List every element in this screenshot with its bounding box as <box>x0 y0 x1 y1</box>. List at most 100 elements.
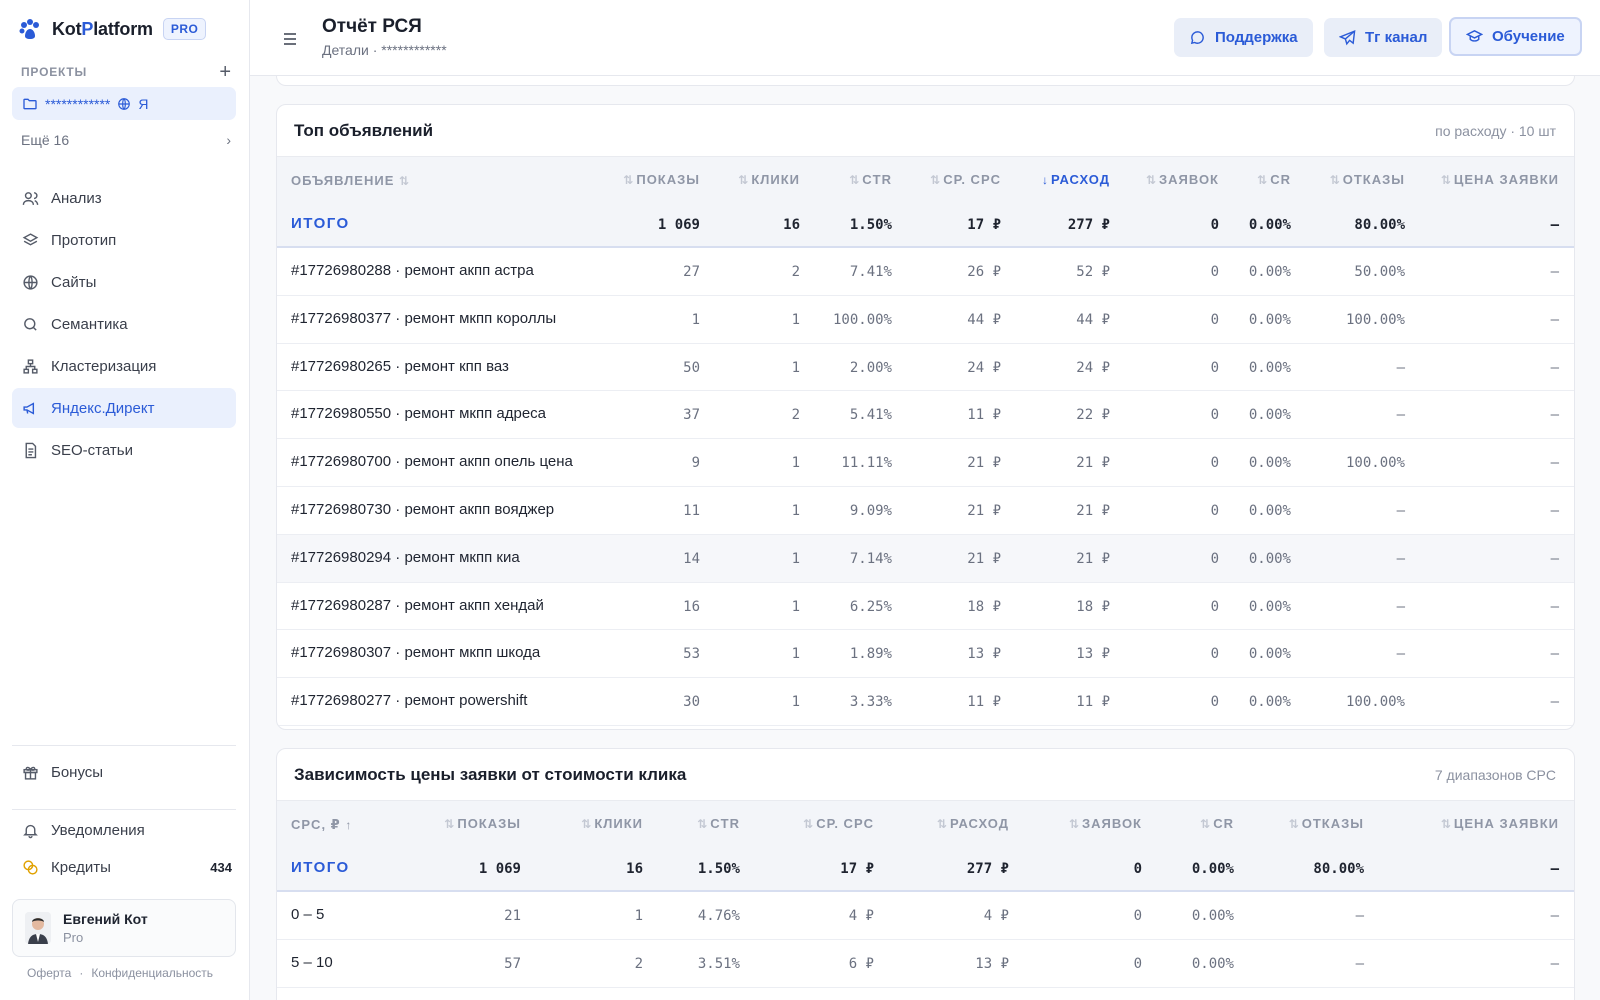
search-icon <box>24 317 37 331</box>
cell-leads: 0 <box>1133 955 1142 972</box>
row-name: #17726980550 · ремонт мкпп адреса <box>291 405 547 423</box>
layers-icon <box>22 232 39 246</box>
cell-clicks: 2 <box>634 955 643 972</box>
cell-cpc: 21 ₽ <box>967 455 1001 472</box>
card-title: Топ объявлений <box>294 121 434 140</box>
menu-icon[interactable] <box>282 31 300 47</box>
cell-bounce: 100.00% <box>1345 694 1405 711</box>
col-ctr[interactable]: ⇅ CTR <box>849 172 892 187</box>
nav-label: SEO-статьи <box>51 441 133 459</box>
col-spend[interactable]: ↓ РАСХОД <box>1041 172 1110 187</box>
table-row[interactable]: #17726980287 · ремонт акпп хендай 16 1 6.25… <box>277 583 1574 631</box>
cell-shows: 9 <box>691 455 700 472</box>
nav-item-semantics[interactable]: Семантика <box>12 304 236 344</box>
cell-clicks: 1 <box>791 359 800 376</box>
cell-clicks: 1 <box>791 550 800 567</box>
cell-bounce: 50.00% <box>1354 264 1405 280</box>
nav-item-clustering[interactable]: Кластеризация <box>12 346 236 386</box>
nav-item-sites[interactable]: Сайты <box>12 262 236 302</box>
nav-item-analysis[interactable]: Анализ <box>12 178 236 218</box>
project-item[interactable]: ************ Я <box>12 87 236 120</box>
col-cpc[interactable]: ⇅ СР. CPC <box>803 816 874 831</box>
cell-ctr: 2.00% <box>849 359 892 376</box>
bonus-link[interactable]: Бонусы <box>12 752 236 792</box>
more-projects[interactable]: Ещё 16 › <box>21 132 231 148</box>
row-name: #17726980288 · ремонт акпп астра <box>291 262 534 279</box>
col-leads[interactable]: ⇅ ЗАЯВОК <box>1145 172 1219 187</box>
total-lead-price: — <box>1550 861 1559 877</box>
row-name: 0 – 5 <box>291 906 325 923</box>
col-ad[interactable]: ОБЪЯВЛЕНИЕ ⇅ <box>291 173 410 188</box>
credits-link[interactable]: Кредиты 434 <box>12 859 236 876</box>
more-label: Ещё 16 <box>21 132 70 148</box>
table-row[interactable]: #17726980294 · ремонт мкпп киа 14 1 7.14% 21… <box>277 534 1574 583</box>
nav-label: Прототип <box>51 231 117 249</box>
card-title: Зависимость цены заявки от стоимости кли… <box>294 765 687 784</box>
col-cpc[interactable]: ⇅ СР. CPC <box>930 172 1001 187</box>
paw-logo-icon <box>19 19 39 39</box>
col-bounce[interactable]: ⇅ ОТКАЗЫ <box>1288 816 1364 831</box>
row-name: #17726980307 · ремонт мкпп шкода <box>291 644 541 662</box>
cell-clicks: 1 <box>634 908 643 924</box>
col-clicks[interactable]: ⇅ КЛИКИ <box>581 816 643 831</box>
cell-cpc: 13 ₽ <box>967 646 1001 663</box>
learn-label: Обучение <box>1492 28 1565 45</box>
col-lead-price[interactable]: ⇅ ЦЕНА ЗАЯВКИ <box>1440 816 1559 831</box>
cell-bounce: — <box>1355 908 1364 924</box>
support-button[interactable]: Поддержка <box>1174 18 1313 57</box>
table-row[interactable]: #17726980265 · ремонт кпп ваз 50 1 2.00% 24 … <box>277 344 1574 392</box>
total-leads: 0 <box>1133 861 1142 877</box>
col-spend[interactable]: ⇅ РАСХОД <box>936 816 1009 831</box>
cell-ctr: 9.09% <box>849 503 892 519</box>
notifications-link[interactable]: Уведомления <box>12 822 236 839</box>
table-row[interactable]: #17726980700 · ремонт акпп опель цена 9 1 1… <box>277 439 1574 487</box>
row-name: #17726980294 · ремонт мкпп киа <box>291 548 520 566</box>
col-cpc-range[interactable]: CPC, ₽ ↑ <box>291 817 352 832</box>
table-row[interactable]: 0 – 5 21 1 4.76% 4 ₽ 4 ₽ 0 0.00% — — <box>277 892 1574 940</box>
users-icon <box>22 191 39 205</box>
cell-leads: 0 <box>1210 598 1219 615</box>
cluster-icon <box>23 358 38 374</box>
pro-badge: PRO <box>162 18 207 40</box>
brand[interactable]: KotPlatform PRO <box>18 17 207 41</box>
graduation-cap-icon <box>1466 30 1483 42</box>
col-leads[interactable]: ⇅ ЗАЯВОК <box>1068 816 1142 831</box>
cell-bounce: — <box>1355 955 1364 972</box>
table-row[interactable]: #17726980730 · ремонт акпп вояджер 11 1 9.0… <box>277 487 1574 535</box>
cell-shows: 11 <box>683 503 700 519</box>
col-cr[interactable]: ⇅ CR <box>1257 172 1291 187</box>
table-row[interactable]: 5 – 10 57 2 3.51% 6 ₽ 13 ₽ 0 0.00% — — <box>277 940 1574 988</box>
col-lead-price[interactable]: ⇅ ЦЕНА ЗАЯВКИ <box>1440 172 1559 187</box>
cell-spend: 24 ₽ <box>1076 359 1110 376</box>
col-cr[interactable]: ⇅ CR <box>1200 816 1234 831</box>
col-clicks[interactable]: ⇅ КЛИКИ <box>738 172 800 187</box>
nav-item-prototype[interactable]: Прототип <box>12 220 236 260</box>
col-shows[interactable]: ⇅ ПОКАЗЫ <box>444 816 521 831</box>
total-clicks: 16 <box>783 217 800 233</box>
col-shows[interactable]: ⇅ ПОКАЗЫ <box>623 172 700 187</box>
table-row[interactable]: #17726980550 · ремонт мкпп адреса 37 2 5.41… <box>277 391 1574 440</box>
table-row[interactable]: #17726980277 · ремонт powershift 30 1 3.33%… <box>277 678 1574 726</box>
tg-channel-button[interactable]: Тг канал <box>1324 18 1443 57</box>
total-bounce: 80.00% <box>1313 861 1364 877</box>
nav-item-yandex-direct[interactable]: Яндекс.Директ <box>12 388 236 428</box>
cell-cr: 0.00% <box>1248 264 1291 280</box>
total-ctr: 1.50% <box>849 217 892 233</box>
table-row[interactable]: #17726980288 · ремонт акпп астра 27 2 7.41%… <box>277 248 1574 296</box>
table-row[interactable]: #17726980307 · ремонт мкпп шкода 53 1 1.89%… <box>277 630 1574 679</box>
offer-link[interactable]: Оферта <box>27 966 72 980</box>
tg-label: Тг канал <box>1365 29 1428 46</box>
cell-cr: 0.00% <box>1248 359 1291 376</box>
cell-bounce: 100.00% <box>1345 455 1405 472</box>
privacy-link[interactable]: Конфиденциальность <box>91 966 214 980</box>
learn-button[interactable]: Обучение <box>1449 17 1582 56</box>
user-card[interactable]: Евгений Кот Pro <box>12 899 236 957</box>
cell-price: — <box>1550 503 1559 519</box>
col-ctr[interactable]: ⇅ CTR <box>697 816 740 831</box>
cell-bounce: — <box>1396 359 1405 376</box>
col-bounce[interactable]: ⇅ ОТКАЗЫ <box>1329 172 1405 187</box>
nav-item-seo-articles[interactable]: SEO-статьи <box>12 430 236 470</box>
table-row[interactable]: #17726980377 · ремонт мкпп короллы 1 1 100.… <box>277 296 1574 344</box>
add-project-button[interactable]: + <box>219 61 231 83</box>
cell-cpc: 18 ₽ <box>967 598 1001 615</box>
